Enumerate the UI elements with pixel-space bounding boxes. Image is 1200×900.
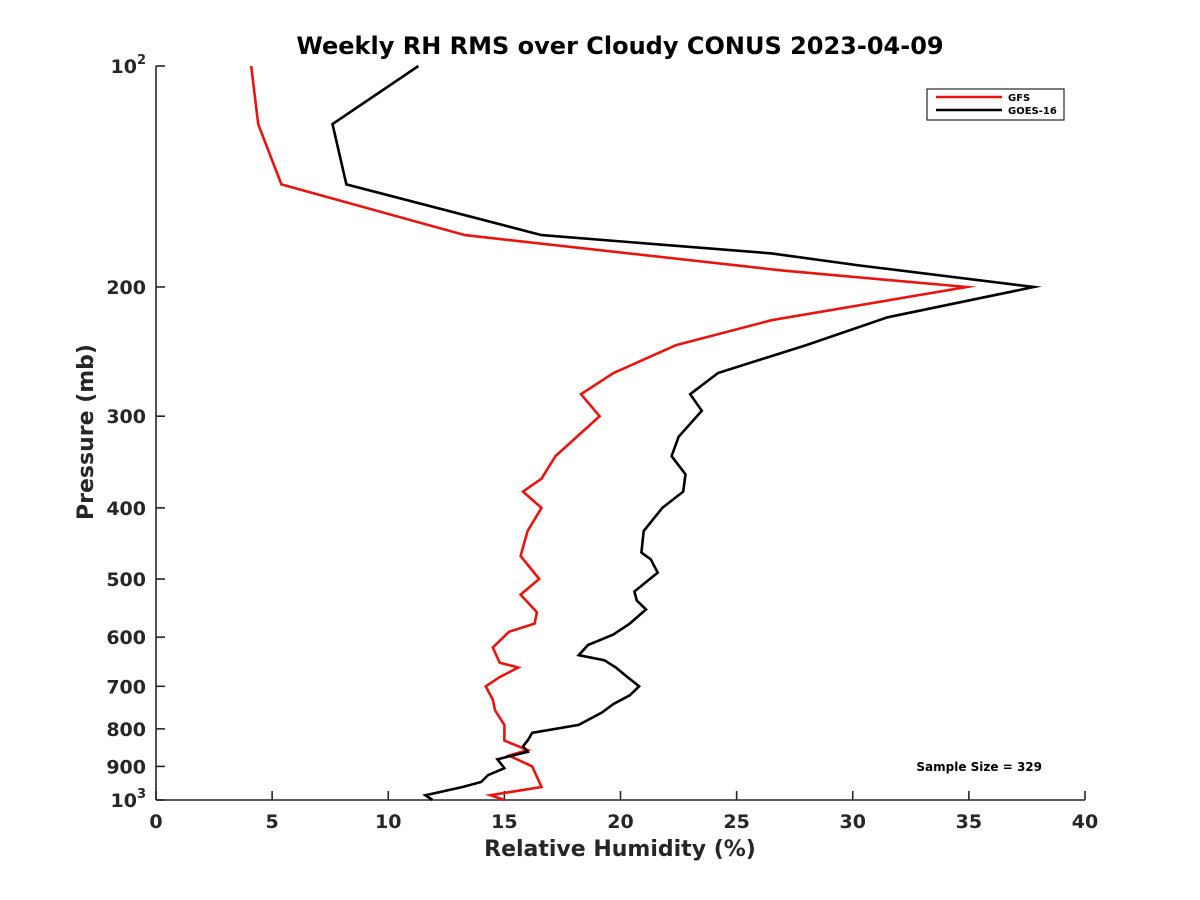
x-tick-label: 30 — [840, 811, 866, 833]
legend-label-goes16: GOES-16 — [1008, 106, 1057, 117]
y-tick-label: 900 — [106, 756, 146, 778]
y-tick-label: 500 — [106, 569, 146, 591]
x-tick-label: 40 — [1072, 811, 1098, 833]
sample-size-annotation: Sample Size = 329 — [916, 760, 1042, 774]
x-tick-label: 5 — [266, 811, 279, 833]
chart-title: Weekly RH RMS over Cloudy CONUS 2023-04-… — [296, 32, 943, 60]
x-tick-label: 20 — [607, 811, 633, 833]
x-tick-label: 15 — [491, 811, 517, 833]
plot-series — [249, 64, 1042, 802]
y-tick-label-base: 10 — [111, 56, 137, 78]
y-tick-label: 800 — [106, 719, 146, 741]
y-tick-label: 700 — [106, 676, 146, 698]
legend: GFS GOES-16 — [926, 88, 1065, 121]
series-line-gfs — [249, 65, 977, 802]
y-tick-label-exponent: 2 — [137, 53, 146, 68]
x-tick-label: 10 — [375, 811, 401, 833]
x-ticks: 0 5 10 15 20 25 30 35 40 — [149, 791, 1098, 833]
y-tick-label: 400 — [106, 498, 146, 520]
y-tick-label: 600 — [106, 627, 146, 649]
x-tick-label: 35 — [956, 811, 982, 833]
x-tick-label: 25 — [723, 811, 749, 833]
y-tick-label: 300 — [106, 406, 146, 428]
y-tick-label-exponent: 3 — [137, 787, 146, 802]
y-tick-label: 200 — [106, 277, 146, 299]
y-tick-label: 103 — [111, 787, 147, 812]
series-line-goes16 — [331, 64, 1042, 802]
legend-box — [926, 88, 1065, 121]
x-tick-label: 0 — [149, 811, 162, 833]
y-axis-label: Pressure (mb) — [74, 344, 99, 520]
x-axis-label: Relative Humidity (%) — [484, 837, 756, 862]
legend-label-gfs: GFS — [1008, 93, 1030, 104]
y-tick-label: 102 — [111, 53, 147, 78]
y-tick-label-base: 10 — [111, 790, 137, 812]
